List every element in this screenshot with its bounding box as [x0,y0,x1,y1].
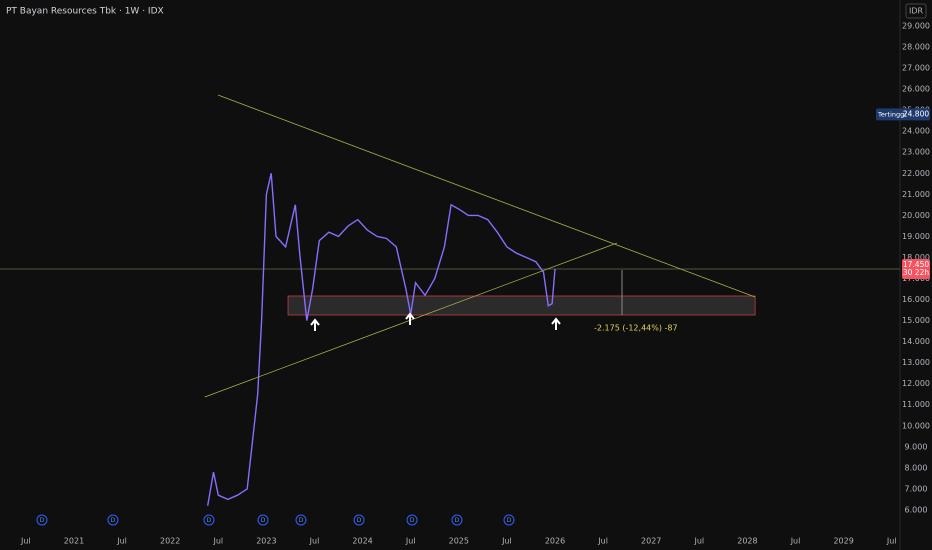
dividend-label: D [455,517,460,524]
dividend-label: D [507,517,512,524]
dividend-label: D [111,517,116,524]
y-tick-label: 10.000 [902,421,930,430]
measurement: -2.175 (-12,44%) -87 [594,324,678,333]
x-tick-label: 2024 [352,537,372,546]
dividend-marker [36,514,48,526]
arrow [551,317,561,330]
dividend-marker [451,514,463,526]
x-tick-label: Jul [597,537,608,546]
x-tick-label: Jul [501,537,512,546]
x-tick-label: 2026 [545,537,565,546]
y-tick-label: 24.000 [902,127,930,136]
x-tick-label: Jul [20,537,31,546]
y-tick-label: 6.000 [905,505,928,514]
x-tick-label: Jul [790,537,801,546]
y-tick-label: 12.000 [902,379,930,388]
dividend-label: D [357,517,362,524]
x-tick-label: 2025 [449,537,469,546]
dividend-label: D [207,517,212,524]
y-tick-label: 23.000 [902,148,930,157]
y-tick-label: 26.000 [902,85,930,94]
arrow [405,312,415,325]
y-tick-label: 27.000 [902,64,930,73]
dividend-marker [203,514,215,526]
price-tag [902,259,930,280]
y-tick-label: 7.000 [905,484,928,493]
dividend-marker [295,514,307,526]
x-tick-label: 2022 [160,537,180,546]
price-line-series [207,173,556,506]
y-tick-label: 22.000 [902,169,930,178]
price-label: 17.450 [903,260,929,269]
countdown: 30 22h [903,268,929,277]
support-zone [287,295,756,316]
arrows [310,312,561,331]
y-tick-label: 20.000 [902,211,930,220]
dividend-marker [107,514,119,526]
high-tag [876,108,930,121]
x-tick-label: 2029 [833,537,853,546]
y-tick-label: 18.000 [902,253,930,262]
y-tick-label: 19.000 [902,232,930,241]
x-tick-label: Jul [116,537,127,546]
chart-title: PT Bayan Resources Tbk · 1W · IDX [6,7,164,17]
x-tick-label: Jul [309,537,320,546]
y-tick-label: 8.000 [905,463,928,472]
dividend-label: D [261,517,266,524]
y-tick-label: 11.000 [902,400,930,409]
x-tick-label: 2027 [641,537,661,546]
dividend-label: D [40,517,45,524]
arrow [310,318,320,331]
currency-button[interactable] [905,3,927,19]
trendline [217,94,756,298]
plot [0,94,900,506]
y-tick-label: 16.000 [902,295,930,304]
y-tick-label: 29.000 [902,22,930,31]
y-tick-label: 14.000 [902,337,930,346]
y-tick-label: 15.000 [902,316,930,325]
y-tick-label: 21.000 [902,190,930,199]
x-tick-label: Jul [212,537,223,546]
y-tick-label: 13.000 [902,358,930,367]
dividend-marker [257,514,269,526]
x-tick-label: 2028 [737,537,757,546]
x-tick-label: Jul [693,537,704,546]
dividend-marker [406,514,418,526]
x-tick-label: 2021 [64,537,84,546]
dividend-marker [503,514,515,526]
x-tick-label: 2023 [256,537,276,546]
dividend-label: D [410,517,415,524]
y-tick-label: 28.000 [902,43,930,52]
dividend-marker [353,514,365,526]
currency[interactable]: IDR [909,7,924,16]
high-label: Tertinggi [877,110,906,118]
y-tick-label: 9.000 [905,442,928,451]
x-tick-label: Jul [886,537,897,546]
high-value: 24.800 [903,109,929,118]
dividend-label: D [299,517,304,524]
x-tick-label: Jul [405,537,416,546]
